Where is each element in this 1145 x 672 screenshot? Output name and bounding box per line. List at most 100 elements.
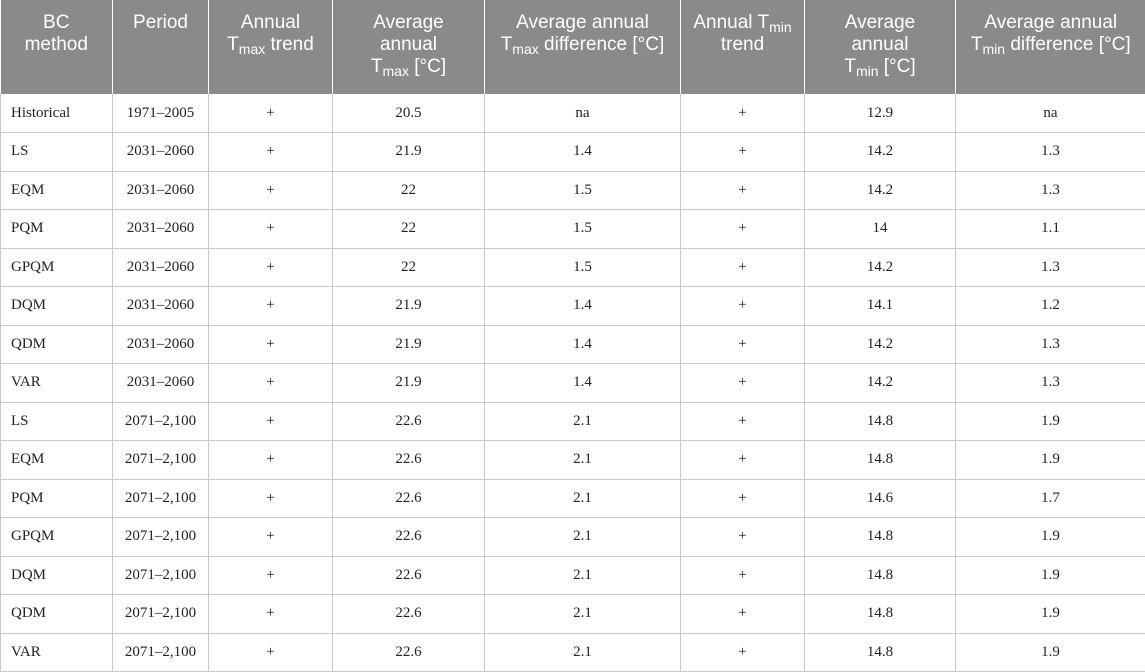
tmin-trend-cell: +: [680, 363, 805, 403]
tmin-trend-cell: +: [680, 479, 805, 518]
tmax-trend-cell: +: [208, 132, 333, 172]
table-row: GPQM 2031–2060 +22 1.5 +14.2 1.3: [0, 248, 1145, 287]
avg-tmin-cell: 14.2: [804, 325, 956, 364]
tmax-trend-cell: +: [208, 248, 333, 287]
tmax-trend-cell: +: [208, 286, 333, 326]
tmax-trend-cell: +: [208, 325, 333, 364]
tmax-trend-cell: +: [208, 94, 333, 133]
avg-tmin-cell: 14.8: [804, 440, 956, 480]
tmin-trend-cell: +: [680, 325, 805, 364]
avg-tmax-cell: 21.9: [332, 286, 485, 326]
tmin-trend-cell: +: [680, 286, 805, 326]
tmin-diff-cell: 1.3: [955, 325, 1145, 364]
tmin-trend-cell: +: [680, 556, 805, 595]
bc-method-cell: PQM: [0, 479, 113, 518]
avg-tmin-cell: 14.2: [804, 363, 956, 403]
tmin-trend-cell: +: [680, 248, 805, 287]
period-cell: 2031–2060: [112, 132, 209, 172]
tmax-trend-cell: +: [208, 171, 333, 210]
tmax-diff-cell: 1.5: [484, 209, 681, 249]
tmin-diff-cell: 1.9: [955, 402, 1145, 441]
bc-method-cell: VAR: [0, 363, 113, 403]
tmax-trend-cell: +: [208, 594, 333, 634]
bc-method-cell: PQM: [0, 209, 113, 249]
period-cell: 2031–2060: [112, 209, 209, 249]
header-annual-tmin-trend: Annual Tmin trend: [680, 0, 805, 94]
tmin-diff-cell: 1.3: [955, 171, 1145, 210]
table-row: DQM 2071–2,100 +22.6 2.1 +14.8 1.9: [0, 556, 1145, 595]
avg-tmax-cell: 22.6: [332, 440, 485, 480]
table-row: GPQM 2071–2,100 +22.6 2.1 +14.8 1.9: [0, 517, 1145, 557]
header-period: Period: [112, 0, 209, 94]
avg-tmax-cell: 21.9: [332, 132, 485, 172]
period-cell: 2031–2060: [112, 248, 209, 287]
tmax-diff-cell: 2.1: [484, 556, 681, 595]
avg-tmin-cell: 14.8: [804, 556, 956, 595]
tmin-trend-cell: +: [680, 633, 805, 672]
tmin-trend-cell: +: [680, 94, 805, 133]
bc-method-cell: EQM: [0, 171, 113, 210]
tmin-diff-cell: 1.7: [955, 479, 1145, 518]
tmin-diff-cell: 1.3: [955, 132, 1145, 172]
avg-tmin-cell: 14: [804, 209, 956, 249]
table-header: BC method Period Annual Tmax trend Average…: [0, 0, 1145, 94]
tmax-diff-cell: 2.1: [484, 479, 681, 518]
avg-tmax-cell: 22: [332, 209, 485, 249]
tmax-diff-cell: 1.5: [484, 248, 681, 287]
header-average-annual-tmax-difference: Average annual Tmax difference [°C]: [484, 0, 681, 94]
tmin-diff-cell: 1.9: [955, 594, 1145, 634]
tmax-diff-cell: 2.1: [484, 402, 681, 441]
bc-method-cell: EQM: [0, 440, 113, 480]
tmin-trend-cell: +: [680, 440, 805, 480]
tmax-diff-cell: 1.4: [484, 325, 681, 364]
bc-method-cell: QDM: [0, 325, 113, 364]
tmin-trend-cell: +: [680, 594, 805, 634]
avg-tmin-cell: 12.9: [804, 94, 956, 133]
tmax-trend-cell: +: [208, 633, 333, 672]
table-row: DQM 2031–2060 +21.9 1.4 +14.1 1.2: [0, 286, 1145, 326]
tmax-diff-cell: 2.1: [484, 633, 681, 672]
bc-method-cell: GPQM: [0, 517, 113, 557]
period-cell: 2071–2,100: [112, 479, 209, 518]
avg-tmax-cell: 20.5: [332, 94, 485, 133]
avg-tmin-cell: 14.8: [804, 517, 956, 557]
table-row: QDM 2031–2060 +21.9 1.4 +14.2 1.3: [0, 325, 1145, 364]
period-cell: 2031–2060: [112, 363, 209, 403]
tmax-trend-cell: +: [208, 517, 333, 557]
tmin-diff-cell: 1.3: [955, 363, 1145, 403]
table-row: LS 2071–2,100 +22.6 2.1 +14.8 1.9: [0, 402, 1145, 441]
header-average-annual-tmin-difference: Average annual Tmin difference [°C]: [955, 0, 1145, 94]
bc-method-cell: DQM: [0, 556, 113, 595]
table-row: PQM 2071–2,100 +22.6 2.1 +14.6 1.7: [0, 479, 1145, 518]
table-row: VAR 2031–2060 +21.9 1.4 +14.2 1.3: [0, 363, 1145, 403]
avg-tmin-cell: 14.1: [804, 286, 956, 326]
avg-tmin-cell: 14.8: [804, 402, 956, 441]
bc-method-cell: Historical: [0, 94, 113, 133]
period-cell: 2071–2,100: [112, 517, 209, 557]
tmax-trend-cell: +: [208, 363, 333, 403]
avg-tmax-cell: 22: [332, 248, 485, 287]
avg-tmax-cell: 21.9: [332, 363, 485, 403]
table-row: EQM 2071–2,100 +22.6 2.1 +14.8 1.9: [0, 440, 1145, 480]
header-annual-tmax-trend: Annual Tmax trend: [208, 0, 333, 94]
table-row: VAR 2071–2,100 +22.6 2.1 +14.8 1.9: [0, 633, 1145, 672]
avg-tmin-cell: 14.8: [804, 594, 956, 634]
table-row: PQM 2031–2060 +22 1.5 +14 1.1: [0, 209, 1145, 249]
header-row: BC method Period Annual Tmax trend Average…: [0, 0, 1145, 94]
avg-tmax-cell: 21.9: [332, 325, 485, 364]
header-bc-method: BC method: [0, 0, 113, 94]
tmin-diff-cell: 1.9: [955, 633, 1145, 672]
tmax-trend-cell: +: [208, 402, 333, 441]
tmax-trend-cell: +: [208, 556, 333, 595]
avg-tmax-cell: 22.6: [332, 633, 485, 672]
tmax-trend-cell: +: [208, 479, 333, 518]
tmin-diff-cell: 1.9: [955, 440, 1145, 480]
tmax-diff-cell: 1.4: [484, 363, 681, 403]
table-row: LS 2031–2060 +21.9 1.4 +14.2 1.3: [0, 132, 1145, 172]
tmin-diff-cell: na: [955, 94, 1145, 133]
avg-tmax-cell: 22.6: [332, 556, 485, 595]
period-cell: 2031–2060: [112, 325, 209, 364]
tmin-diff-cell: 1.1: [955, 209, 1145, 249]
tmin-diff-cell: 1.9: [955, 556, 1145, 595]
